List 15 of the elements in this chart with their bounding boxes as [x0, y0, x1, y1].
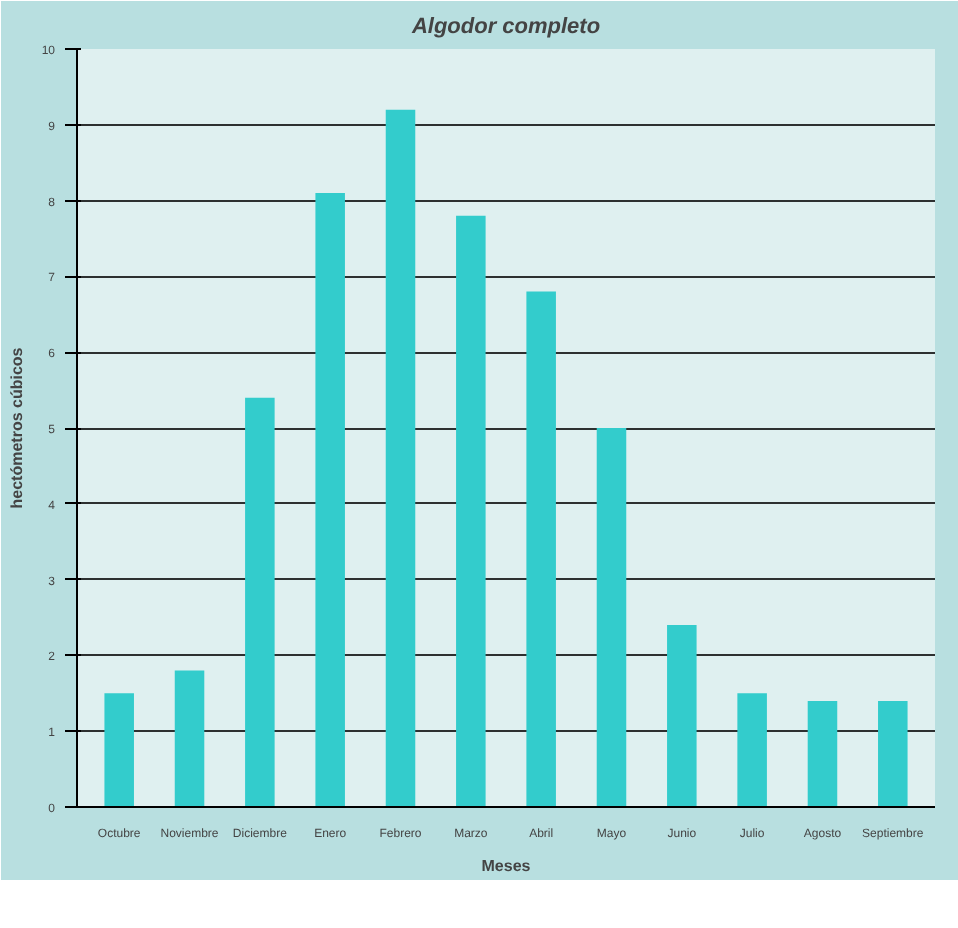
bar	[385, 109, 416, 807]
bar	[807, 700, 838, 807]
x-axis-title: Meses	[481, 857, 532, 875]
bar	[315, 193, 345, 807]
bar	[104, 693, 134, 807]
bar	[737, 693, 767, 807]
bar	[245, 397, 275, 807]
y-axis-title: hectómetros cúbicos	[7, 346, 26, 509]
chart-title: Algodor completo	[409, 15, 601, 39]
bar	[667, 625, 697, 807]
bar	[174, 670, 205, 807]
bar	[878, 700, 908, 807]
bar	[596, 428, 627, 807]
bar	[456, 215, 486, 807]
bar	[526, 291, 556, 807]
